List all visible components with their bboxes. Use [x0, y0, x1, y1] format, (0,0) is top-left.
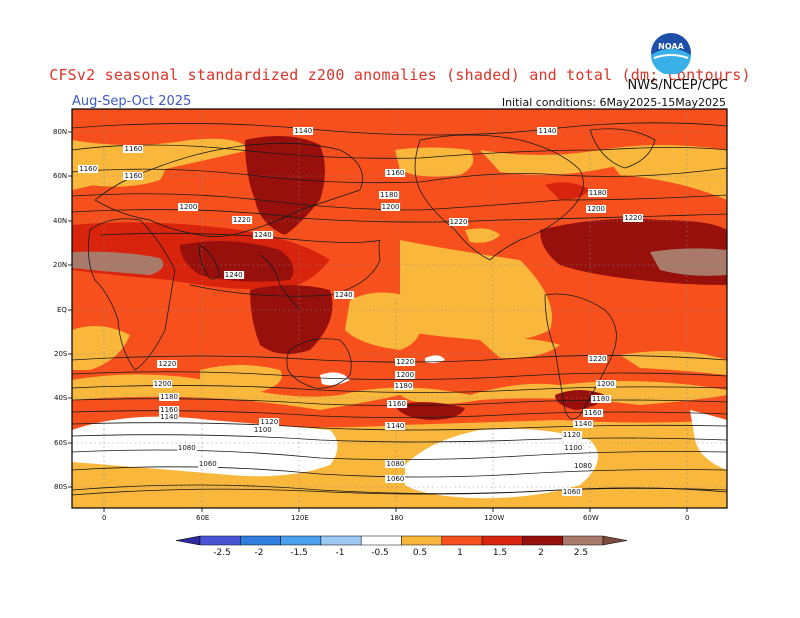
contour-label: 1220 [448, 218, 469, 227]
svg-text:NOAA: NOAA [658, 42, 684, 51]
contour-label: 1140 [159, 413, 179, 422]
contour-label: 1080 [385, 459, 406, 468]
contour-label: 1160 [387, 399, 407, 408]
contour-label: 1140 [293, 127, 314, 136]
lon-label-60e: 60E [196, 514, 210, 522]
initial-conditions-label: Initial conditions: 6May2025-15May2025 [501, 96, 726, 109]
contour-label: 1220 [157, 359, 178, 368]
contour-label: 1160 [385, 169, 406, 178]
colorbar-swatch [175, 535, 201, 546]
contour-label: 1220 [587, 355, 608, 364]
colorbar-tick: 2.5 [573, 548, 589, 558]
contour-label: 1240 [223, 271, 244, 280]
contour-label: 1060 [561, 488, 582, 497]
colorbar-tick: -1 [335, 548, 345, 558]
colorbar-swatch [360, 535, 402, 546]
contour-label: 1200 [152, 379, 173, 388]
season-label: Aug-Sep-Oct 2025 [72, 94, 192, 109]
colorbar-tick: 0.5 [412, 548, 428, 558]
colorbar-swatch [320, 535, 362, 546]
lon-label-60w: 60W [583, 514, 599, 522]
contour-label: 1160 [123, 144, 144, 153]
colorbar-swatch [441, 535, 483, 546]
contour-label: 1180 [159, 393, 179, 402]
contour-label: 1180 [590, 395, 611, 404]
contour-label: 1160 [582, 408, 603, 417]
contour-label: 1240 [252, 231, 273, 240]
contour-label: 1080 [176, 444, 197, 453]
lat-label-80n: 80N [53, 128, 68, 136]
contour-label: 1160 [159, 406, 179, 415]
colorbar-tick: -2 [254, 548, 264, 558]
contour-label: 1120 [561, 430, 582, 439]
colorbar-swatch [562, 535, 604, 546]
lat-label-40n: 40N [53, 217, 68, 225]
contour-label: 1180 [379, 191, 399, 200]
contour-label: 1200 [178, 202, 199, 211]
agency-label: NWS/NCEP/CPC [627, 78, 728, 93]
colorbar-tick: -0.5 [371, 548, 389, 558]
colorbar-tick: 2 [538, 548, 544, 558]
contour-label: 1160 [123, 171, 144, 180]
colorbar-swatch [481, 535, 523, 546]
lon-label-120e: 120E [291, 514, 309, 522]
contour-label: 1060 [197, 459, 218, 468]
contour-label: 1220 [623, 213, 644, 222]
contour-label: 1160 [78, 164, 99, 173]
lon-label-0: 0 [102, 514, 107, 522]
lat-label-eq: EQ [57, 306, 67, 314]
contour-label: 1200 [380, 202, 401, 211]
lat-label-20s: 20S [54, 350, 68, 358]
contour-label: 1180 [393, 382, 414, 391]
contour-label: 1100 [252, 426, 273, 435]
contour-label: 1080 [573, 461, 593, 470]
lat-label-40s: 40S [54, 394, 68, 402]
noaa-logo-icon: NOAA [651, 33, 691, 74]
lat-label-80s: 80S [54, 483, 68, 491]
contour-label: 1100 [563, 444, 584, 453]
lat-label-20n: 20N [53, 261, 68, 269]
contour-label: 1140 [385, 421, 406, 430]
colorbar-tick: 1.5 [492, 548, 508, 558]
lat-label-60s: 60S [54, 439, 68, 447]
colorbar-swatch [280, 535, 322, 546]
contour-label: 1180 [587, 189, 608, 198]
contour-label: 1200 [586, 204, 606, 213]
colorbar-tick: -1.5 [290, 548, 308, 558]
chart-title: CFSv2 seasonal standardized z200 anomali… [49, 66, 751, 84]
colorbar-swatch [522, 535, 563, 546]
contour-label: 1140 [573, 419, 593, 428]
contour-label: 1220 [395, 357, 416, 366]
colorbar-swatch [401, 535, 443, 546]
contour-label: 1200 [595, 379, 616, 388]
lon-label-120w: 120W [484, 514, 505, 522]
lon-label-180: 180 [390, 514, 404, 522]
lon-label-0-right: 0 [685, 514, 690, 522]
colorbar-tick: -2.5 [213, 548, 231, 558]
contour-label: 1220 [231, 215, 252, 224]
lat-label-60n: 60N [53, 172, 68, 180]
colorbar-swatch [199, 535, 241, 546]
contour-label: 1120 [259, 417, 280, 426]
contour-label: 1200 [395, 371, 416, 379]
contour-label: 1240 [333, 291, 354, 300]
colorbar-swatch [240, 535, 281, 546]
contour-label: 1140 [537, 127, 558, 136]
colorbar-swatch [602, 535, 628, 546]
contour-label: 1060 [385, 475, 406, 484]
colorbar-tick: 1 [457, 548, 463, 558]
